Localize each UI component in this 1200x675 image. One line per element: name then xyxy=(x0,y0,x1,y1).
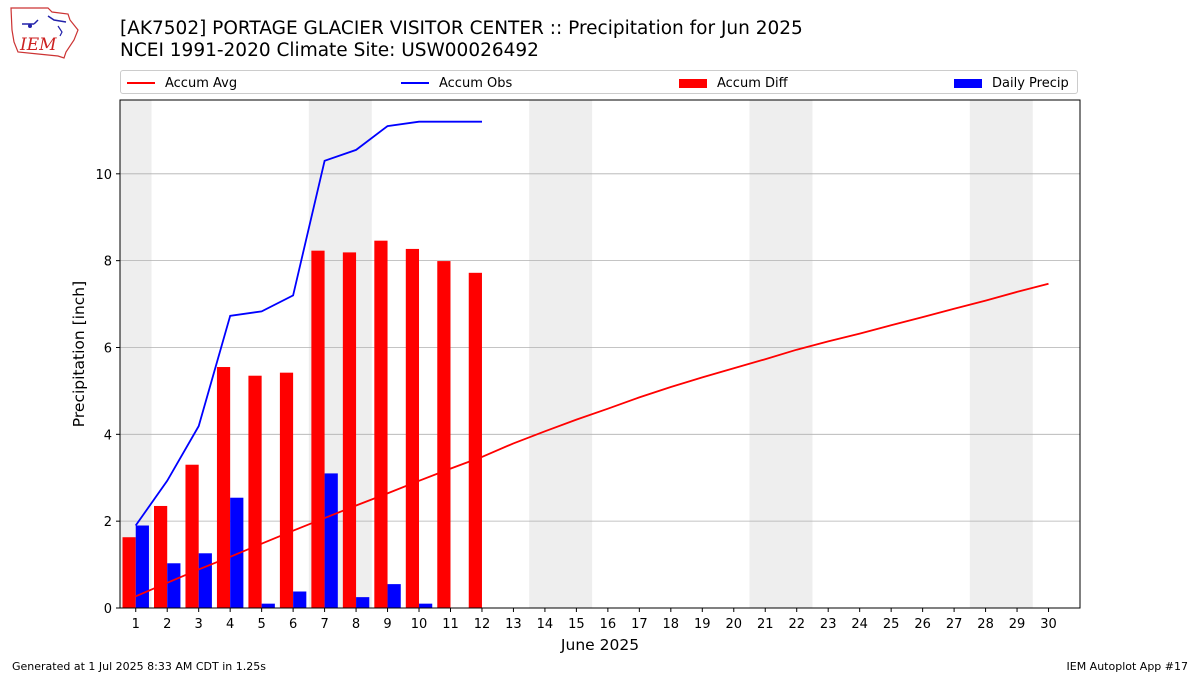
x-tick-label: 19 xyxy=(694,617,711,632)
accum-diff-bar xyxy=(153,505,168,608)
x-tick-label: 27 xyxy=(946,617,963,632)
legend-label-accum-avg: Accum Avg xyxy=(165,75,238,91)
x-tick-label: 30 xyxy=(1040,617,1057,632)
daily-precip-bar xyxy=(167,563,181,608)
legend-item-accum-avg: Accum Avg xyxy=(127,74,237,92)
chart-subtitle: NCEI 1991-2020 Climate Site: USW00026492 xyxy=(120,40,539,61)
accum-diff-bar xyxy=(122,537,136,608)
y-tick-label: 10 xyxy=(95,168,112,183)
legend-item-accum-obs: Accum Obs xyxy=(401,74,512,92)
weekend-band xyxy=(120,100,152,608)
logo-text: IEM xyxy=(19,35,57,55)
legend-label-accum-obs: Accum Obs xyxy=(439,75,513,91)
x-tick-label: 25 xyxy=(883,617,900,632)
accum-diff-bar xyxy=(437,261,451,608)
legend-swatch-daily-precip xyxy=(954,78,982,88)
legend: Accum Avg Accum Obs Accum Diff Daily Pre… xyxy=(120,70,1078,94)
accum-diff-bar xyxy=(248,375,262,608)
accum-avg-line xyxy=(135,282,1049,598)
x-tick-label: 2 xyxy=(163,617,171,632)
x-axis-label: June 2025 xyxy=(560,636,639,654)
accum-diff-bar xyxy=(405,248,420,608)
daily-precip-bar xyxy=(198,553,212,608)
x-tick-label: 24 xyxy=(851,617,868,632)
x-tick-label: 28 xyxy=(977,617,994,632)
accum-obs-line xyxy=(134,120,482,527)
y-axis-label: Precipitation [inch] xyxy=(70,281,88,427)
y-tick-label: 2 xyxy=(104,515,112,530)
chart-title: [AK7502] PORTAGE GLACIER VISITOR CENTER … xyxy=(120,18,803,39)
accum-diff-bar xyxy=(185,464,199,608)
daily-precip-bar xyxy=(135,525,149,608)
daily-precip-bar xyxy=(356,597,370,608)
daily-precip-bar xyxy=(261,603,275,608)
x-tick-label: 6 xyxy=(289,617,297,632)
daily-precip-bar xyxy=(387,584,401,608)
x-tick-label: 3 xyxy=(195,617,203,632)
x-tick-label: 26 xyxy=(914,617,931,632)
legend-label-daily-precip: Daily Precip xyxy=(992,75,1069,91)
legend-item-accum-diff: Accum Diff xyxy=(679,74,788,92)
daily-precip-bar xyxy=(324,473,338,608)
footer-app: IEM Autoplot App #17 xyxy=(1066,660,1189,673)
legend-label-accum-diff: Accum Diff xyxy=(717,75,788,91)
accum-diff-bar xyxy=(216,367,231,608)
x-tick-label: 20 xyxy=(725,617,742,632)
y-tick-label: 4 xyxy=(104,428,112,443)
y-tick-label: 8 xyxy=(104,255,112,270)
legend-swatch-accum-diff xyxy=(679,78,707,88)
accum-diff-bar xyxy=(279,372,294,608)
x-tick-label: 10 xyxy=(411,617,428,632)
legend-swatch-accum-obs xyxy=(401,82,429,84)
iem-logo: IEM xyxy=(10,7,79,59)
x-tick-label: 22 xyxy=(788,617,805,632)
x-tick-label: 9 xyxy=(383,617,391,632)
accum-diff-bar xyxy=(311,250,325,608)
x-tick-label: 23 xyxy=(820,617,837,632)
daily-precip-bar xyxy=(419,603,433,608)
x-tick-label: 7 xyxy=(320,617,328,632)
legend-swatch-accum-avg xyxy=(127,82,155,84)
x-tick-label: 21 xyxy=(757,617,774,632)
footer-generated: Generated at 1 Jul 2025 8:33 AM CDT in 1… xyxy=(12,660,266,673)
daily-precip-bar xyxy=(230,497,244,608)
x-tick-label: 15 xyxy=(568,617,585,632)
x-tick-label: 17 xyxy=(631,617,648,632)
x-tick-label: 18 xyxy=(663,617,680,632)
accum-diff-bar xyxy=(374,240,388,608)
x-tick-label: 14 xyxy=(537,617,554,632)
x-tick-label: 12 xyxy=(474,617,491,632)
x-tick-label: 16 xyxy=(600,617,617,632)
x-tick-label: 8 xyxy=(352,617,360,632)
y-tick-label: 6 xyxy=(104,341,112,356)
x-tick-label: 4 xyxy=(226,617,234,632)
x-tick-label: 5 xyxy=(257,617,265,632)
accum-diff-bar xyxy=(342,252,357,608)
x-tick-label: 11 xyxy=(442,617,459,632)
weekend-band xyxy=(529,100,593,608)
x-tick-label: 29 xyxy=(1009,617,1026,632)
y-tick-label: 0 xyxy=(104,602,112,617)
daily-precip-bar xyxy=(293,591,307,608)
x-tick-label: 13 xyxy=(505,617,522,632)
plot-frame xyxy=(119,99,1081,609)
weekend-band xyxy=(969,100,1033,608)
accum-diff-bar xyxy=(468,272,482,608)
legend-item-daily-precip: Daily Precip xyxy=(954,74,1069,92)
x-tick-label: 1 xyxy=(132,617,140,632)
